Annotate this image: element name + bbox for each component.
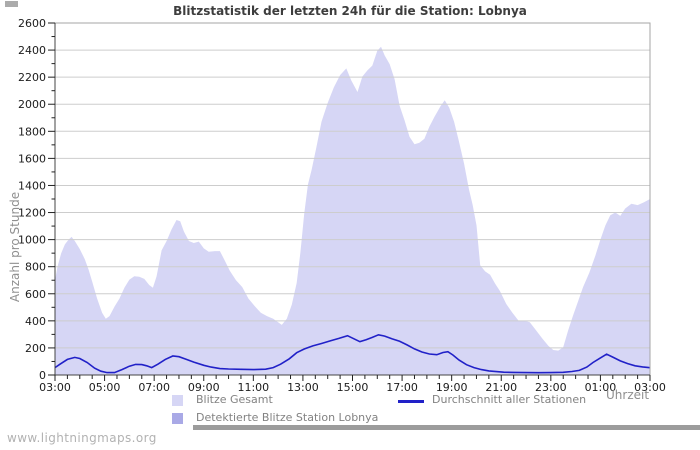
y-tick-label: 1600 xyxy=(18,152,46,165)
x-axis-label: Uhrzeit xyxy=(606,388,650,402)
watermark-link[interactable]: www.lightningmaps.org xyxy=(7,431,157,445)
x-tick-label: 03:00 xyxy=(39,381,71,394)
x-tick-label: 23:00 xyxy=(535,381,567,394)
x-tick-label: 17:00 xyxy=(386,381,418,394)
x-tick-label: 13:00 xyxy=(287,381,319,394)
average-line xyxy=(54,333,651,374)
x-tick-label: 01:00 xyxy=(585,381,617,394)
x-tick-label: 19:00 xyxy=(436,381,468,394)
y-tick-label: 0 xyxy=(39,369,46,382)
x-tick-label: 07:00 xyxy=(138,381,170,394)
y-tick-label: 1200 xyxy=(18,207,46,220)
x-tick-label: 05:00 xyxy=(89,381,121,394)
y-tick-label: 2400 xyxy=(18,44,46,57)
y-tick-label: 2600 xyxy=(18,17,46,30)
y-tick-label: 800 xyxy=(25,261,46,274)
x-tick-label: 11:00 xyxy=(237,381,269,394)
y-tick-label: 200 xyxy=(25,342,46,355)
y-tick-label: 2200 xyxy=(18,71,46,84)
legend-label-average: Durchschnitt aller Stationen xyxy=(432,393,587,406)
y-tick-label: 1800 xyxy=(18,125,46,138)
legend-swatch-detected xyxy=(172,413,183,424)
legend-swatch-total xyxy=(172,395,183,406)
legend-label-detected: Detektierte Blitze Station Lobnya xyxy=(196,411,379,424)
x-tick-label: 09:00 xyxy=(188,381,220,394)
y-tick-label: 1400 xyxy=(18,179,46,192)
y-tick-label: 2000 xyxy=(18,98,46,111)
y-tick-label: 400 xyxy=(25,315,46,328)
x-tick-label: 21:00 xyxy=(485,381,517,394)
y-tick-label: 600 xyxy=(25,288,46,301)
total-area xyxy=(55,46,650,375)
chart-title: Blitzstatistik der letzten 24h für die S… xyxy=(173,4,527,18)
x-tick-label: 15:00 xyxy=(337,381,369,394)
legend-label-total: Blitze Gesamt xyxy=(196,393,273,406)
horizontal-scrollbar[interactable] xyxy=(193,425,700,430)
x-tick-label: 03:00 xyxy=(634,381,666,394)
legend-line-average xyxy=(398,400,424,403)
y-tick-label: 1000 xyxy=(18,234,46,247)
page-corner-fragment xyxy=(5,1,18,7)
